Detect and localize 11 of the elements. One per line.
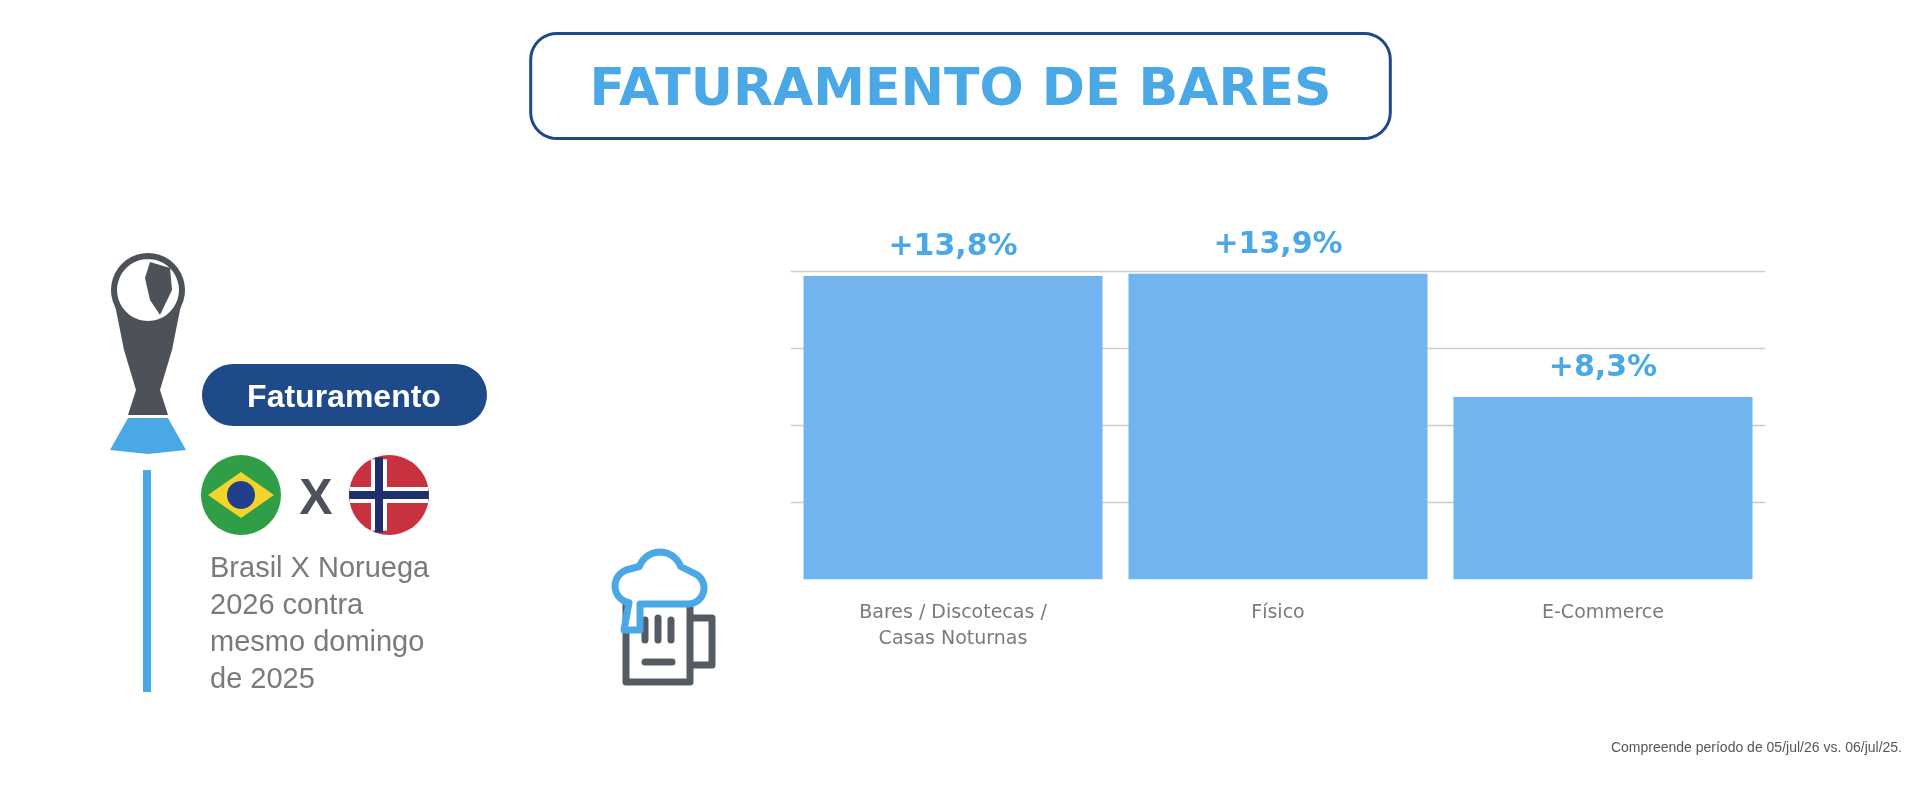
text: Faturamento (247, 378, 441, 414)
x-tick-label: Físico (1251, 599, 1305, 622)
x-tick-label: Bares / Discotecas / Casas Noturnas (859, 599, 1048, 648)
data-label: +13,9% (1213, 224, 1343, 260)
text: Compreende período de 05/jul/26 vs. 06/jul/25. (1610, 739, 1902, 755)
text: Brasil X Noruega 2026 contra mesmo domingo de 2025 (210, 551, 431, 694)
x-tick-label: E-Commerce (1542, 599, 1665, 622)
data-label: +13,8% (888, 227, 1018, 263)
text: X (299, 469, 333, 525)
data-label: +8,3% (1548, 347, 1658, 383)
chart-title: FATURAMENTO DE BARES (589, 56, 1332, 117)
